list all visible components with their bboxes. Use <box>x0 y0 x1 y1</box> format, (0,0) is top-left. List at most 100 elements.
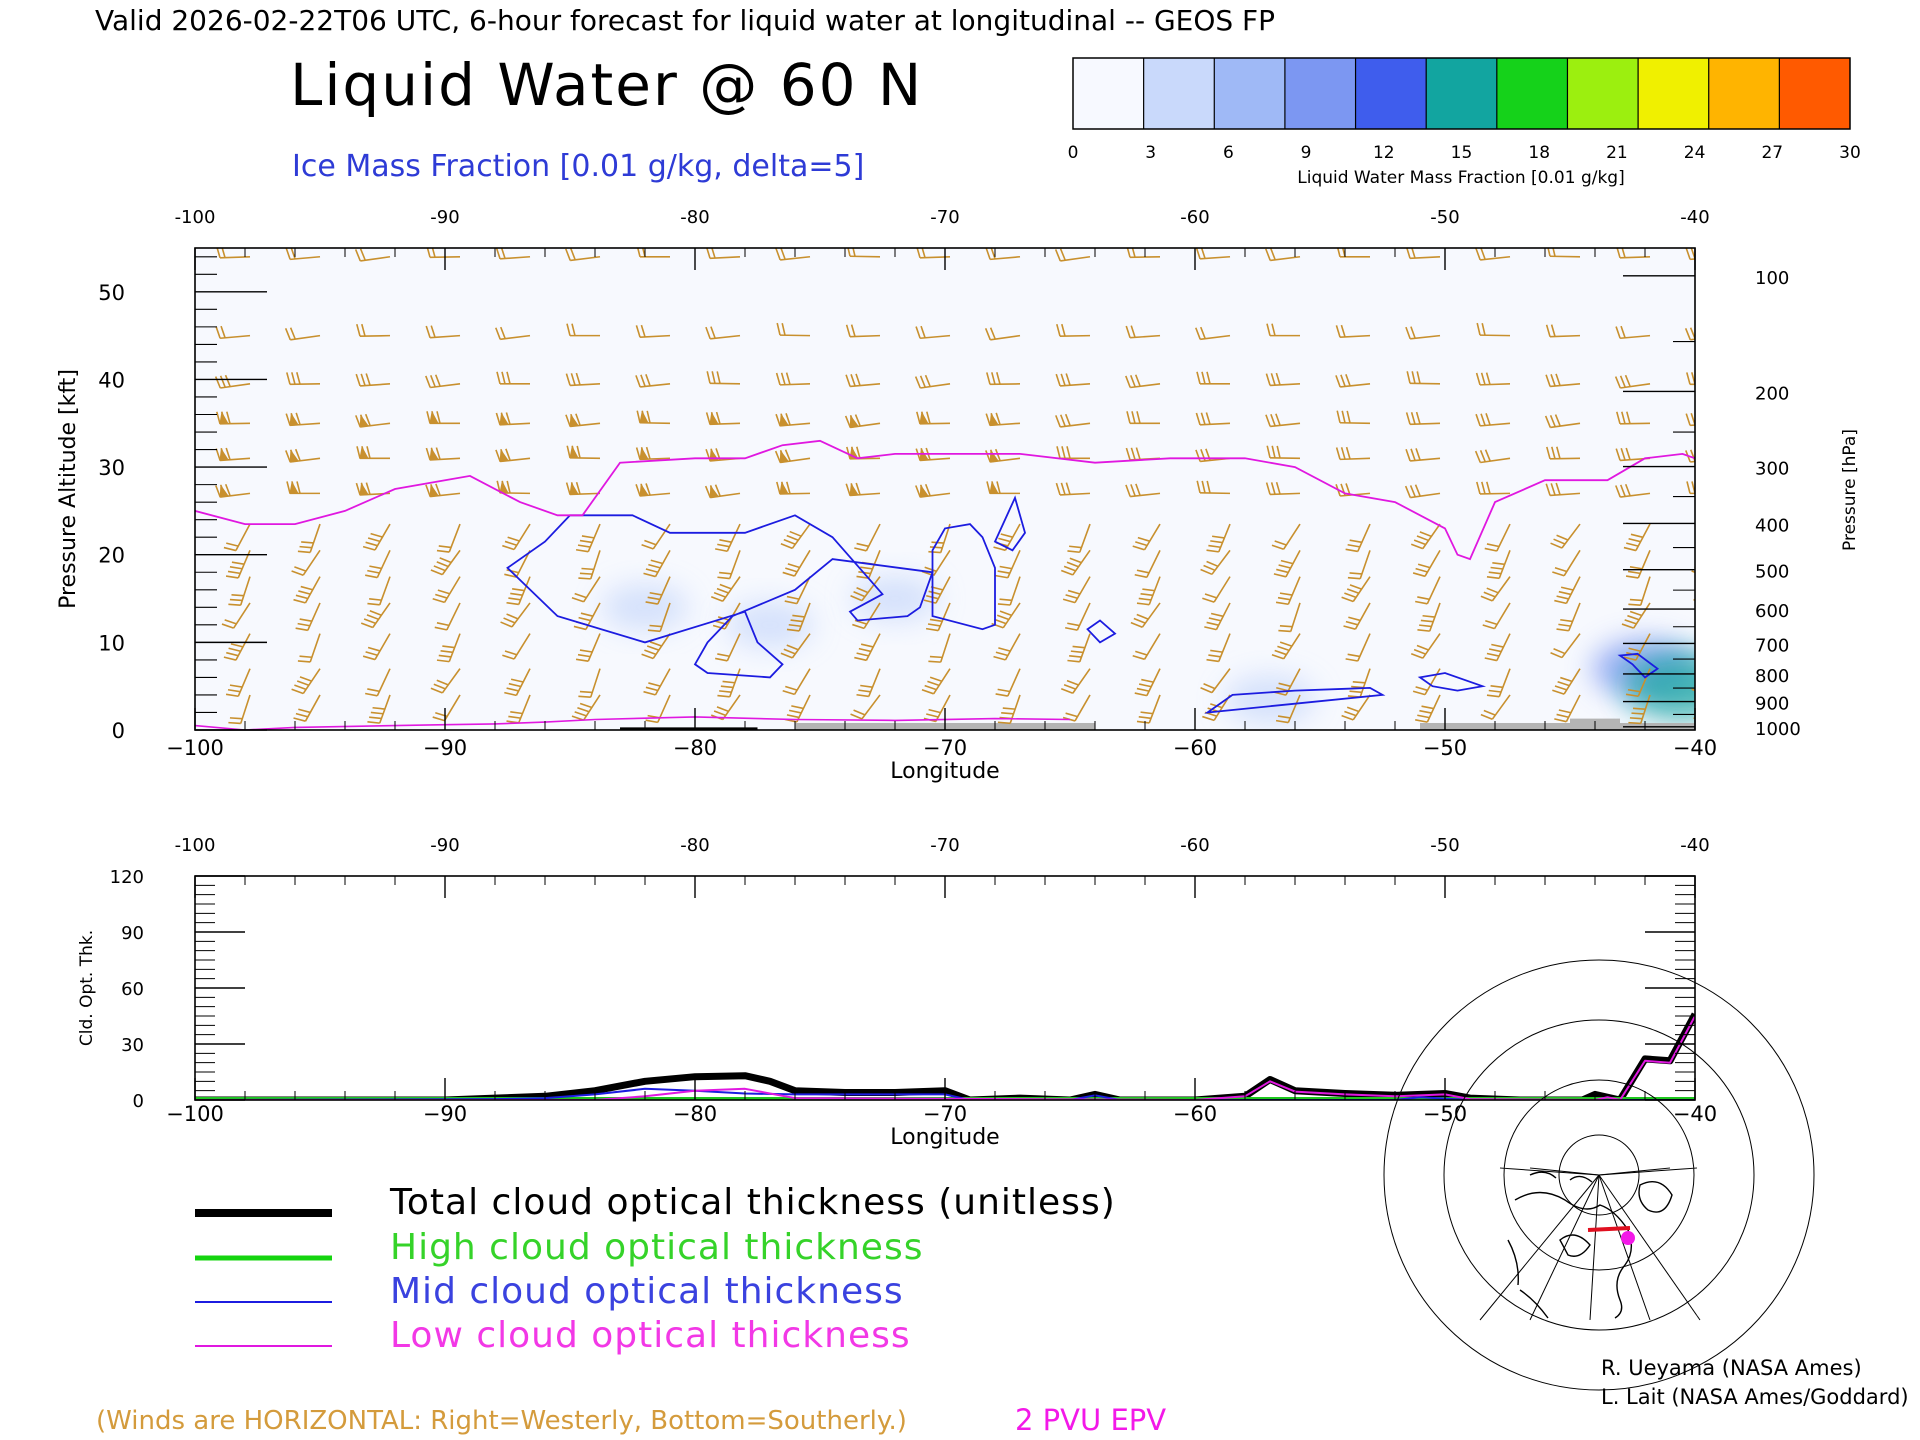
y-tick-label: 0 <box>112 719 125 743</box>
wind-barb <box>293 694 321 722</box>
wind-barb <box>356 445 390 460</box>
wind-barb <box>215 325 251 340</box>
wind-barb <box>1134 668 1161 697</box>
wind-barb <box>1475 248 1511 261</box>
wind-barb <box>1341 576 1371 603</box>
wind-barb <box>578 550 601 580</box>
y-tick-label: 0 <box>133 1091 144 1112</box>
wind-barb <box>854 633 881 662</box>
wind-barb <box>776 481 811 495</box>
colorbar: 0 3 6 9 12 15 18 21 24 27 30 Liquid Water Mass Fra… <box>1068 57 1861 188</box>
wind-barb <box>1060 549 1091 576</box>
wind-barb <box>1126 248 1161 259</box>
wind-barb <box>1480 694 1511 720</box>
x-bottom-tick-label: −80 <box>673 1102 717 1126</box>
ice-contour <box>1204 686 1386 714</box>
wind-barb <box>844 414 881 429</box>
wind-barb <box>643 668 671 696</box>
wind-barb <box>1055 482 1091 496</box>
wind-barb <box>1698 520 1720 555</box>
colorbar-tick-label: 0 <box>1068 143 1079 163</box>
wind-barb <box>286 480 320 495</box>
wind-barb <box>706 371 741 385</box>
legend-label-low: Low cloud optical thickness <box>390 1315 911 1356</box>
wind-barb <box>717 550 741 580</box>
wind-barb <box>1405 411 1441 426</box>
wind-barb <box>1621 602 1651 629</box>
wind-barb <box>643 549 671 578</box>
wind-barb <box>915 325 951 340</box>
colorbar-tick-label: 12 <box>1373 143 1395 163</box>
colorbar-cell <box>1426 58 1498 129</box>
wind-barb <box>284 327 321 341</box>
map-longitude-track <box>1587 1226 1631 1232</box>
wind-barb <box>928 633 951 663</box>
ice-contour <box>1617 652 1660 679</box>
wind-barb <box>1067 523 1091 554</box>
y-tick-label: 60 <box>121 979 144 1000</box>
chart-title: Liquid Water @ 60 N <box>290 51 923 119</box>
x-top-tick-label: -70 <box>930 835 959 856</box>
wind-barb <box>1546 248 1581 258</box>
wind-barb <box>434 602 461 631</box>
wind-barb <box>1405 326 1441 340</box>
wind-barb <box>1410 633 1441 659</box>
legend: Total cloud optical thickness (unitless)… <box>195 1182 1115 1356</box>
wind-barb <box>780 633 811 659</box>
colorbar-tick-label: 30 <box>1839 143 1861 163</box>
credit-line-1: R. Ueyama (NASA Ames) <box>1601 1356 1862 1380</box>
liquid-water-blob <box>601 584 689 631</box>
cross-section-background <box>195 248 1695 730</box>
top-y-axis-label: Pressure Altitude [kft] <box>56 369 81 609</box>
wind-barb <box>1335 446 1371 461</box>
wind-barb <box>782 549 811 577</box>
wind-barb <box>1616 411 1651 425</box>
wind-barb <box>1136 576 1161 606</box>
colorbar-cell <box>1567 58 1639 129</box>
wind-barb <box>1691 684 1695 695</box>
colorbar-cell <box>1143 58 1215 129</box>
wind-barb <box>1482 602 1511 630</box>
pvu-label: 2 PVU EPV <box>1015 1403 1166 1437</box>
colorbar-cell <box>1779 58 1851 129</box>
pressure-tick-label: 600 <box>1755 601 1789 622</box>
wind-barb <box>436 523 461 553</box>
pressure-tick-label: 200 <box>1755 383 1789 404</box>
wind-barb <box>425 483 461 498</box>
wind-barb <box>214 374 251 389</box>
y-tick-label: 20 <box>98 544 125 568</box>
wind-barb <box>776 322 811 337</box>
wind-barb <box>715 633 741 662</box>
wind-barb <box>1055 413 1091 428</box>
wind-barb <box>1410 523 1441 550</box>
wind-barb <box>1336 410 1371 425</box>
wind-barb <box>1475 413 1511 427</box>
wind-barb <box>854 523 881 552</box>
wind-barb <box>225 668 251 698</box>
x-top-tick-label: -90 <box>430 207 459 228</box>
wind-barb <box>1055 373 1091 387</box>
wind-barb <box>496 371 530 385</box>
x-bottom-tick-label: −40 <box>1673 736 1717 760</box>
wind-barb <box>1271 523 1301 550</box>
wind-barb <box>775 413 811 427</box>
wind-barb <box>571 694 601 721</box>
wind-barb <box>1545 324 1581 338</box>
wind-barb <box>1266 323 1300 337</box>
chart-subtitle: Ice Mass Fraction [0.01 g/kg, delta=5] <box>292 149 864 184</box>
wind-barb <box>286 372 321 386</box>
liquid-water-blob <box>1224 674 1316 724</box>
wind-barb <box>846 446 881 460</box>
wind-barb <box>1206 633 1231 663</box>
wind-barb <box>1054 248 1091 262</box>
wind-barb <box>1335 374 1371 388</box>
wind-barb <box>425 447 461 461</box>
wind-barb <box>1614 374 1651 389</box>
wind-barb <box>916 411 951 425</box>
wind-barb <box>921 668 951 695</box>
wind-barb <box>1335 324 1371 339</box>
wind-barb <box>1417 602 1441 632</box>
x-top-tick-label: -50 <box>1430 207 1459 228</box>
wind-barb <box>1476 322 1511 337</box>
wind-barb <box>1200 549 1231 576</box>
